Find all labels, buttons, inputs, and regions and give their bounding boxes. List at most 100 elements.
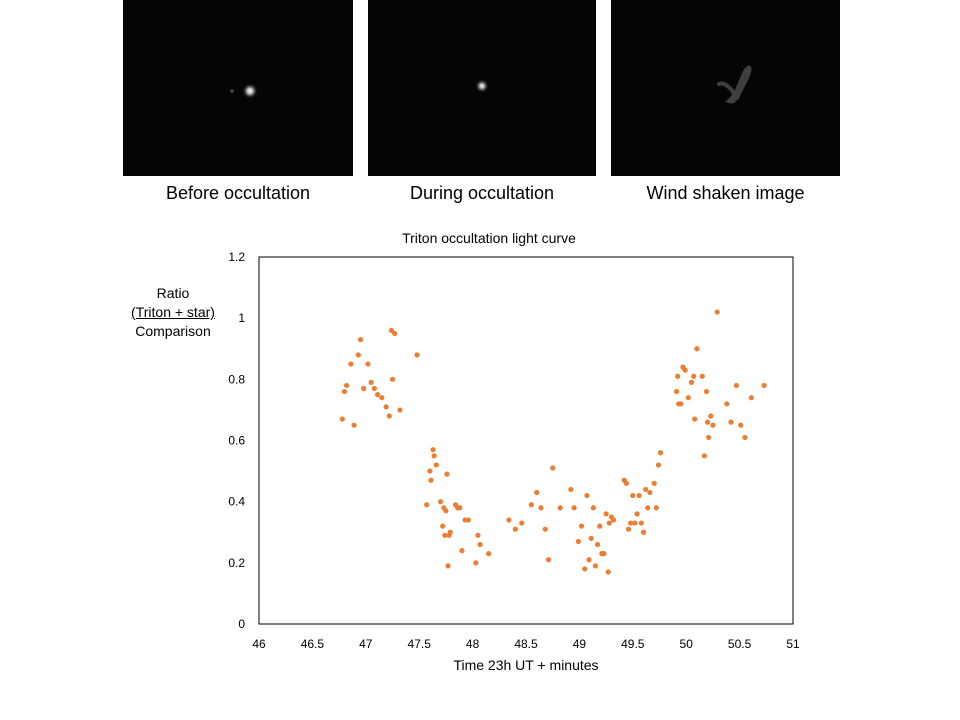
data-point bbox=[519, 520, 525, 526]
data-point bbox=[601, 551, 607, 557]
data-point bbox=[653, 505, 659, 511]
data-point bbox=[708, 413, 714, 419]
data-point bbox=[348, 361, 354, 367]
x-tick-label: 49 bbox=[573, 637, 587, 651]
data-point bbox=[597, 523, 603, 529]
x-axis-label: Time 23h UT + minutes bbox=[453, 657, 598, 673]
data-point bbox=[443, 508, 449, 514]
y-tick-label: 0.8 bbox=[228, 372, 245, 386]
data-point bbox=[365, 361, 371, 367]
data-point bbox=[701, 453, 707, 459]
data-point bbox=[645, 505, 651, 511]
wind-shaken-image bbox=[611, 0, 840, 176]
data-point bbox=[473, 560, 479, 566]
data-point bbox=[431, 453, 437, 459]
data-point bbox=[397, 407, 403, 413]
data-point bbox=[590, 505, 596, 511]
data-point bbox=[655, 462, 662, 468]
data-point bbox=[632, 520, 638, 526]
data-point bbox=[351, 422, 357, 428]
star-blob bbox=[242, 83, 258, 99]
x-tick-label: 48.5 bbox=[514, 637, 538, 651]
x-tick-label: 50.5 bbox=[728, 637, 752, 651]
data-point bbox=[475, 532, 481, 538]
data-point bbox=[368, 379, 374, 385]
data-point bbox=[465, 517, 471, 523]
data-point bbox=[538, 505, 544, 511]
x-tick-label: 47.5 bbox=[408, 637, 432, 651]
data-point bbox=[486, 551, 492, 557]
data-point bbox=[339, 416, 345, 422]
y-tick-label: 0.4 bbox=[228, 495, 245, 509]
data-point bbox=[477, 541, 483, 548]
light-curve-chart: Triton occultation light curve 46 46.5 47 4… bbox=[228, 230, 800, 673]
x-tick-label: 46.5 bbox=[301, 637, 325, 651]
y-tick-label: 1.2 bbox=[228, 250, 245, 264]
y-label-line-ratio: Ratio bbox=[156, 285, 190, 301]
data-point bbox=[447, 529, 453, 535]
data-point bbox=[634, 511, 640, 517]
data-point bbox=[628, 520, 634, 526]
data-point bbox=[445, 563, 451, 569]
data-point bbox=[699, 373, 705, 379]
caption-before: Before occultation bbox=[165, 183, 311, 203]
data-point bbox=[383, 404, 389, 410]
data-point bbox=[575, 538, 581, 545]
y-axis-label: Ratio (Triton + star) Comparison bbox=[118, 284, 228, 341]
data-point bbox=[512, 526, 518, 532]
data-point bbox=[605, 569, 611, 575]
x-tick-label: 49.5 bbox=[621, 637, 645, 651]
data-point bbox=[459, 548, 465, 554]
smeared-star-trail bbox=[717, 65, 752, 104]
data-point bbox=[748, 395, 754, 401]
caption-wind: Wind shaken image bbox=[646, 183, 805, 203]
data-point bbox=[571, 505, 577, 511]
data-point bbox=[528, 502, 534, 508]
data-point bbox=[428, 477, 434, 483]
data-point bbox=[704, 419, 711, 425]
data-point bbox=[392, 330, 398, 337]
y-tick-label: 1 bbox=[238, 311, 245, 325]
x-tick-label: 46 bbox=[252, 637, 266, 651]
y-tick-label: 0.2 bbox=[228, 556, 245, 570]
data-point bbox=[691, 373, 697, 379]
data-point bbox=[584, 492, 590, 499]
data-point bbox=[582, 566, 588, 572]
data-point bbox=[355, 352, 361, 358]
data-point bbox=[457, 505, 463, 511]
data-point bbox=[694, 346, 700, 352]
data-point bbox=[414, 352, 420, 358]
data-point bbox=[506, 517, 512, 523]
data-point bbox=[592, 563, 599, 569]
caption-during: During occultation bbox=[409, 183, 555, 203]
data-point bbox=[341, 388, 348, 395]
before-occultation-image bbox=[123, 0, 353, 176]
data-point bbox=[742, 434, 748, 441]
data-point bbox=[430, 447, 436, 453]
data-point bbox=[636, 492, 642, 499]
data-point bbox=[728, 419, 734, 425]
data-point bbox=[606, 520, 612, 526]
during-star-svg bbox=[475, 79, 489, 93]
data-point bbox=[371, 385, 377, 392]
data-point bbox=[630, 492, 636, 499]
during-occultation-image bbox=[368, 0, 596, 176]
data-point bbox=[588, 535, 594, 541]
chart-title: Triton occultation light curve bbox=[402, 230, 576, 246]
star-blob bbox=[475, 79, 489, 93]
data-point bbox=[673, 388, 680, 395]
data-point bbox=[647, 489, 653, 496]
data-point bbox=[710, 422, 716, 428]
data-point bbox=[379, 395, 385, 401]
data-point bbox=[440, 523, 446, 529]
data-point bbox=[724, 401, 730, 407]
data-point bbox=[444, 471, 450, 477]
data-point bbox=[643, 486, 649, 493]
data-point bbox=[550, 465, 556, 471]
data-point bbox=[685, 395, 691, 401]
data-point bbox=[603, 511, 609, 517]
x-tick-label: 47 bbox=[359, 637, 373, 651]
data-point bbox=[688, 379, 695, 385]
data-point bbox=[733, 382, 739, 389]
data-point bbox=[594, 541, 601, 548]
